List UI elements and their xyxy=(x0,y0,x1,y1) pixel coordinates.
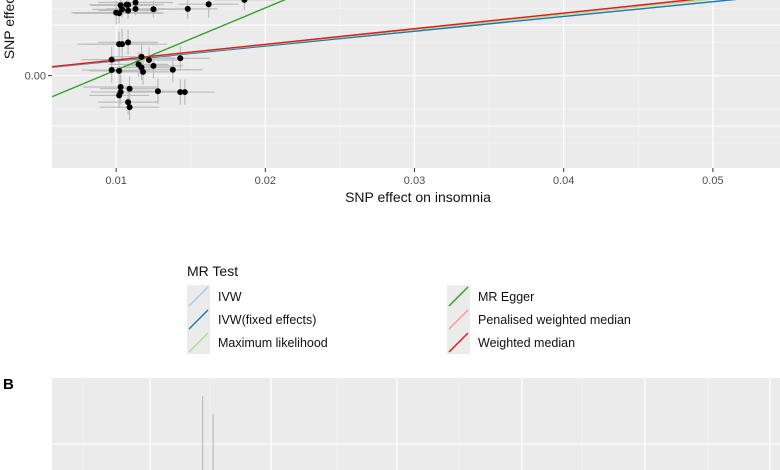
legend-label: Penalised weighted median xyxy=(478,313,631,327)
data-point xyxy=(184,5,191,12)
regression-line xyxy=(52,0,287,98)
x-tick-label: 0.02 xyxy=(255,175,276,187)
data-point xyxy=(132,5,139,12)
data-point xyxy=(150,6,157,13)
gridlines xyxy=(52,378,780,470)
data-point xyxy=(205,1,212,8)
legend-label: Weighted median xyxy=(478,336,575,350)
data-point xyxy=(125,39,132,46)
x-axis-ticks: 0.01 0.02 0.03 0.04 0.05 xyxy=(105,168,724,187)
data-point xyxy=(140,68,146,75)
error-bars xyxy=(202,396,214,470)
data-point xyxy=(116,92,123,99)
data-point xyxy=(145,56,152,63)
legend-label: IVW(fixed effects) xyxy=(218,313,316,327)
y-axis-title: SNP effect xyxy=(1,0,17,59)
data-point xyxy=(125,7,132,14)
legend: MR Test IVW IVW(fixed effects) Maximum lik… xyxy=(187,263,631,354)
legend-label: MR Egger xyxy=(478,290,534,304)
legend-key-line xyxy=(448,332,469,353)
y-tick-label: 0.00 xyxy=(25,71,46,83)
legend-title: MR Test xyxy=(187,263,238,279)
legend-label: IVW xyxy=(218,290,242,304)
data-point xyxy=(117,84,124,91)
data-point xyxy=(132,0,139,6)
data-point xyxy=(177,89,184,96)
legend-key-line xyxy=(448,286,469,307)
data-point xyxy=(108,67,115,74)
regression-lines xyxy=(52,0,737,98)
x-tick-label: 0.04 xyxy=(553,175,574,187)
data-point xyxy=(138,53,145,60)
regression-line xyxy=(52,0,696,68)
x-tick-label: 0.05 xyxy=(702,175,723,187)
x-tick-label: 0.03 xyxy=(404,175,425,187)
data-point xyxy=(108,56,115,63)
data-point xyxy=(119,6,126,13)
panel-a: 0.01 0.02 0.03 0.04 0.05 0.00 SNP effect on … xyxy=(1,0,780,205)
data-point xyxy=(119,41,126,48)
data-point xyxy=(241,0,248,3)
data-point xyxy=(177,55,184,62)
x-tick-label: 0.01 xyxy=(105,175,126,187)
legend-key-line xyxy=(448,309,469,330)
legend-key-line xyxy=(188,332,209,353)
legend-label: Maximum likelihood xyxy=(218,336,328,350)
data-point xyxy=(123,1,130,8)
data-point xyxy=(154,88,161,95)
data-point xyxy=(169,66,176,73)
y-axis-ticks: 0.00 xyxy=(25,71,52,83)
data-point xyxy=(126,104,133,111)
data-point xyxy=(150,62,157,69)
data-point xyxy=(116,67,123,74)
data-points xyxy=(108,0,248,111)
data-point xyxy=(181,89,188,96)
x-axis-title: SNP effect on insomnia xyxy=(345,189,491,205)
plot-panel-background xyxy=(52,378,780,470)
panel-b: B xyxy=(3,376,780,470)
data-point xyxy=(125,99,132,106)
legend-key-line xyxy=(188,309,209,330)
panel-label-b: B xyxy=(3,376,14,393)
data-point xyxy=(126,85,133,92)
legend-key-line xyxy=(188,286,209,307)
